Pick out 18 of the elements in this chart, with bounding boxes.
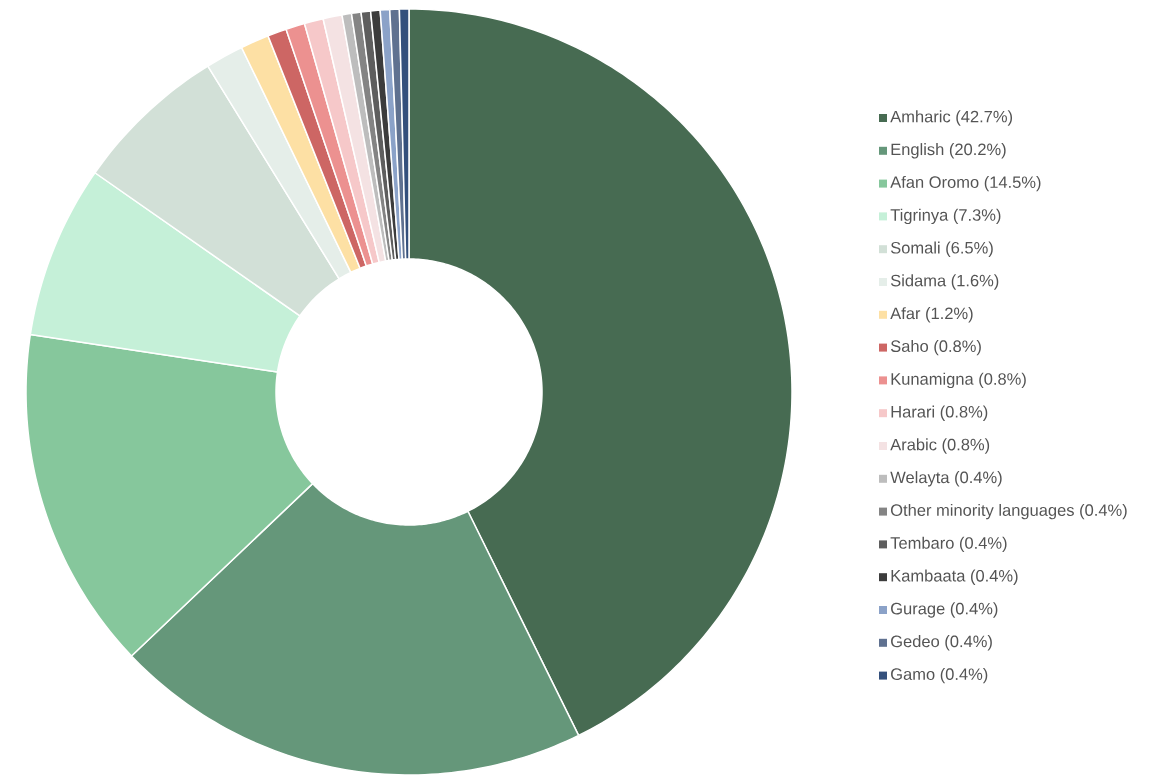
legend-label: Somali (6.5%) (890, 241, 993, 257)
legend-label: Afar (1.2%) (890, 307, 973, 323)
legend-label: Kunamigna (0.8%) (891, 372, 1026, 389)
legend-label: Gedeo (0.4%) (891, 635, 992, 651)
legend-label: Sidama (1.6%) (890, 274, 999, 290)
legend-label: Afan Oromo (14.5%) (890, 175, 1041, 192)
legend-label: Gamo (0.4%) (891, 667, 988, 684)
legend-label: English (20.2%) (891, 143, 1006, 159)
legend-label: Harari (0.8%) (891, 405, 988, 421)
legend-label: Gurage (0.4%) (891, 602, 998, 618)
legend-label: Tigrinya (7.3%) (890, 208, 1001, 225)
legend-label: Saho (0.8%) (890, 339, 981, 356)
legend-label: Arabic (0.8%) (890, 438, 990, 454)
legend-label: Kambaata (0.4%) (891, 569, 1018, 585)
legend-label: Other minority languages (0.4%) (890, 503, 1127, 520)
legend-label: Tembaro (0.4%) (890, 536, 1007, 553)
legend-label: Amharic (42.7%) (890, 110, 1013, 126)
legend-label: Welayta (0.4%) (890, 471, 1002, 487)
